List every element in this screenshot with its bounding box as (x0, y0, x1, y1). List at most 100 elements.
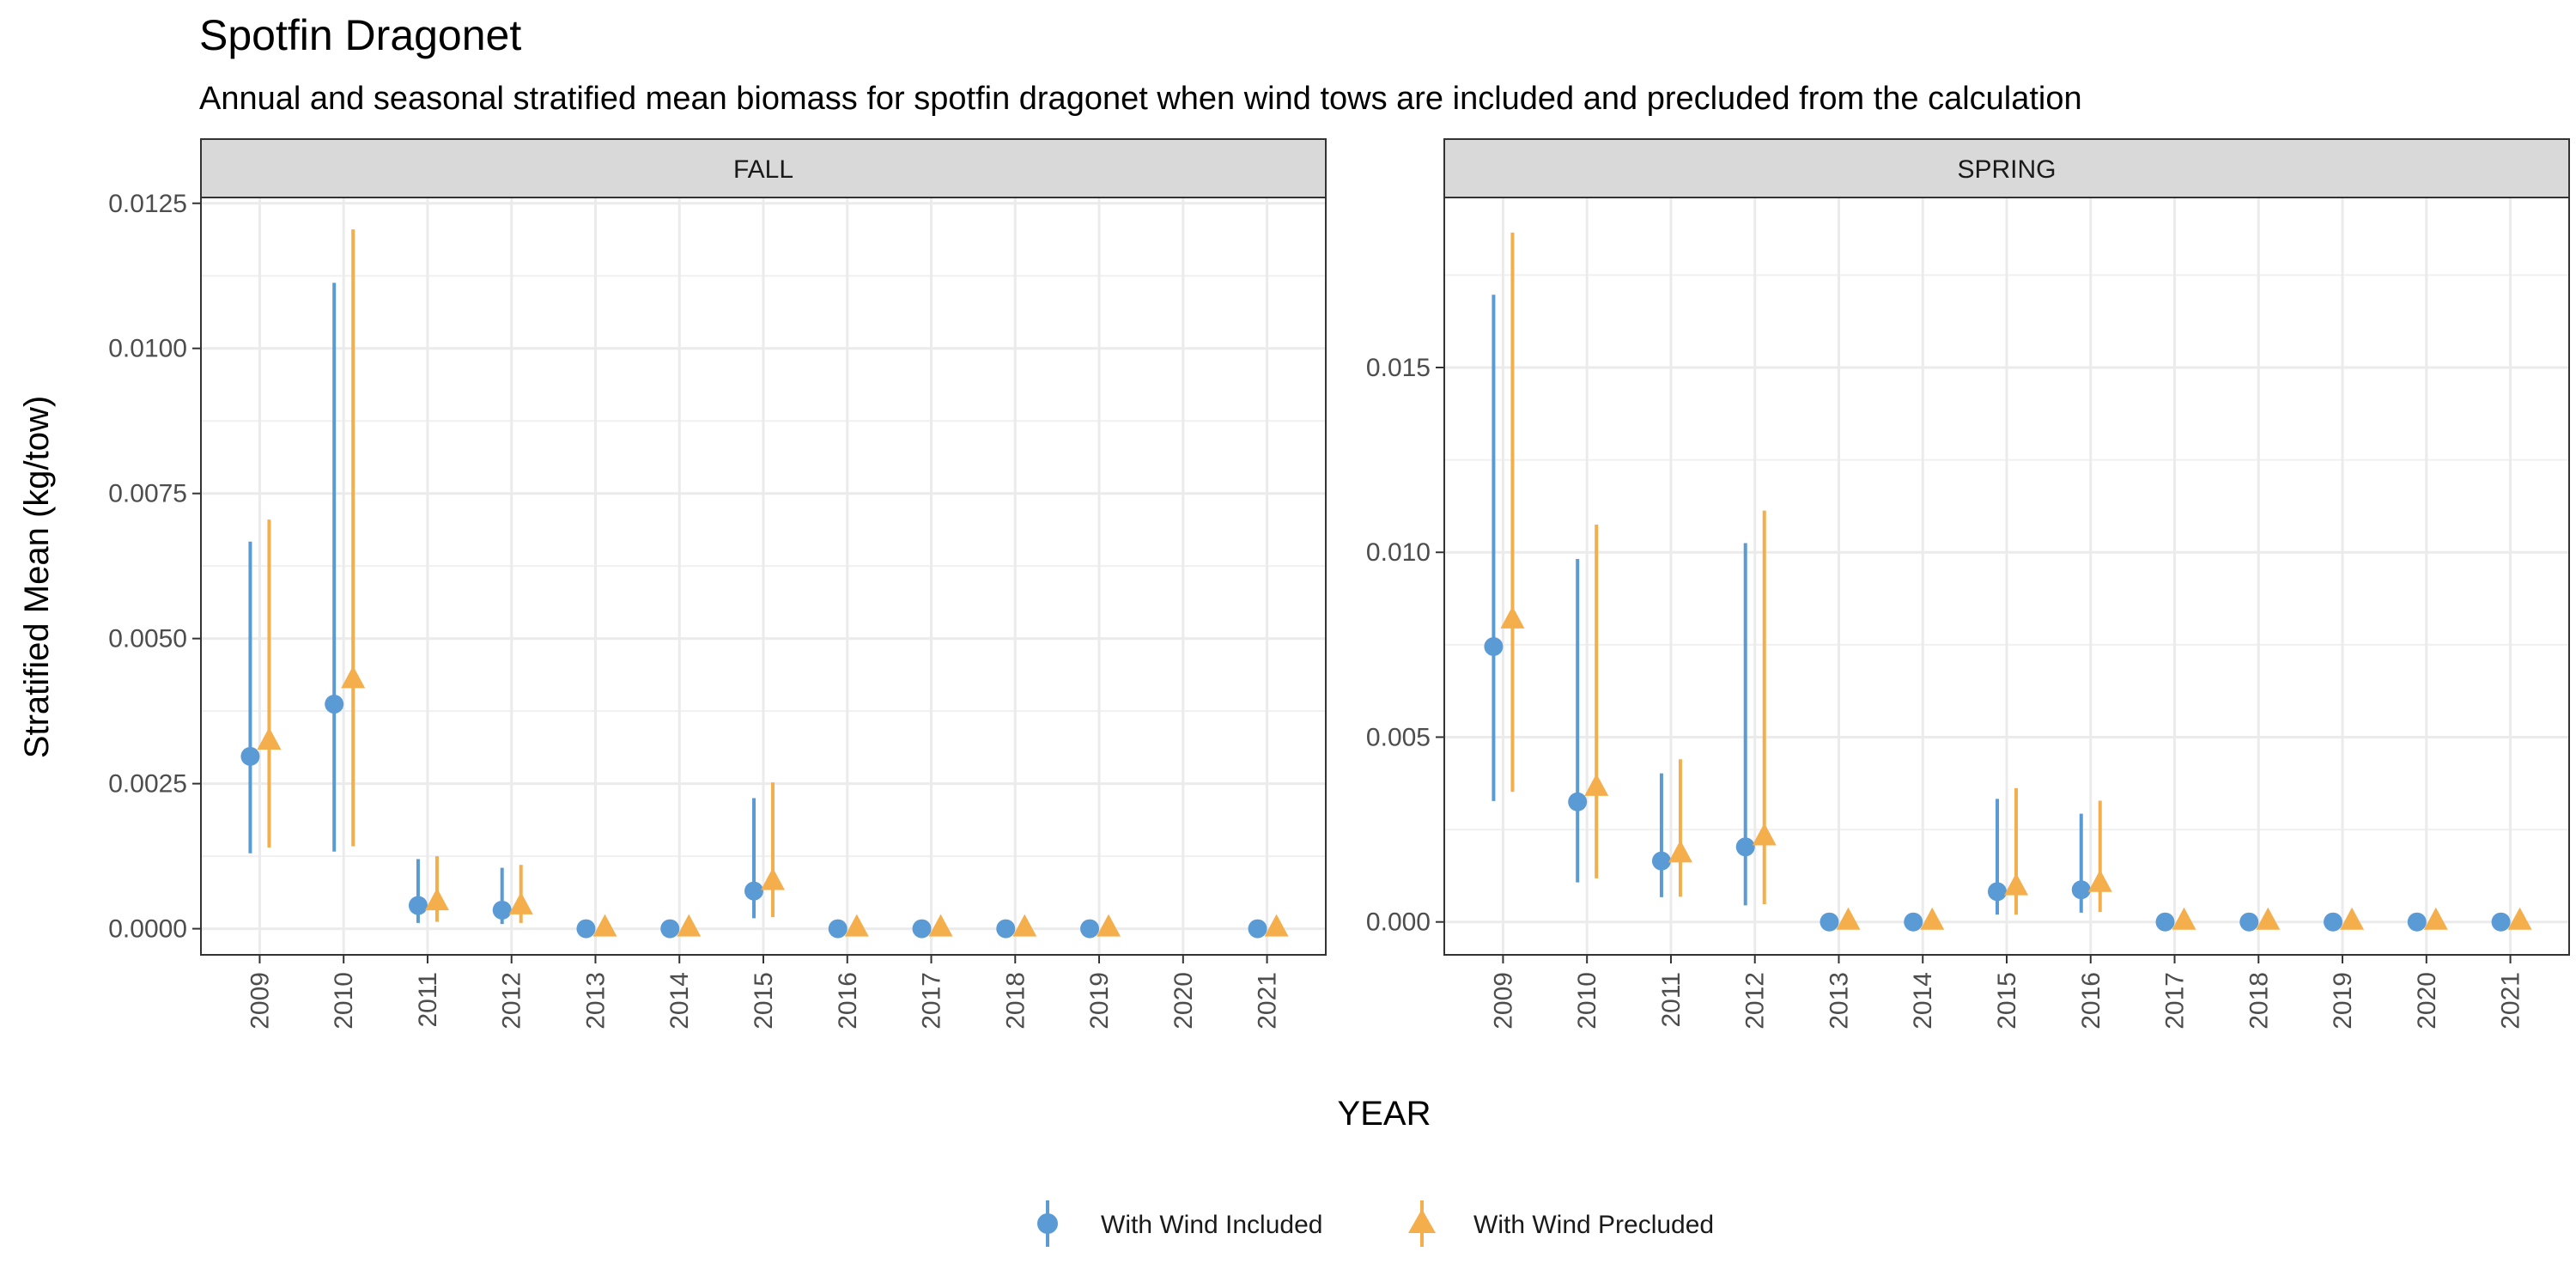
x-tick-label: 2012 (1741, 972, 1770, 1030)
point-included (912, 919, 932, 939)
point-precluded (2423, 907, 2448, 930)
point-precluded (1668, 840, 1692, 863)
x-tick-label: 2020 (1170, 972, 1198, 1030)
point-included (1820, 912, 1839, 932)
x-tick-label: 2014 (1909, 972, 1937, 1030)
x-tick-label: 2018 (2245, 972, 2273, 1030)
legend-precluded-triangle (1408, 1209, 1436, 1233)
x-tick-label: 2019 (1085, 972, 1114, 1030)
point-included (576, 919, 596, 939)
y-tick-label: 0.015 (1366, 354, 1431, 382)
legend-label-included: With Wind Included (1101, 1211, 1322, 1239)
x-tick-label: 2016 (2077, 972, 2105, 1030)
x-axis-title: YEAR (1338, 1095, 1431, 1133)
point-precluded (424, 888, 449, 911)
point-precluded (1836, 907, 1861, 930)
x-tick-label: 2019 (2329, 972, 2357, 1030)
x-tick-label: 2010 (330, 972, 358, 1030)
x-tick-label: 2013 (1825, 972, 1853, 1030)
legend-included-circle (1037, 1213, 1058, 1234)
point-included (1568, 792, 1588, 811)
point-precluded (1752, 823, 1777, 846)
point-precluded (2004, 872, 2028, 896)
y-tick-label: 0.0000 (108, 915, 187, 944)
y-tick-label: 0.0125 (108, 190, 187, 218)
x-tick-label: 2015 (750, 972, 778, 1030)
x-tick-label: 2016 (834, 972, 862, 1030)
x-tick-label: 2017 (2161, 972, 2190, 1030)
point-included (744, 881, 763, 901)
point-included (2071, 880, 2091, 900)
point-precluded (2340, 907, 2365, 930)
x-tick-label: 2012 (498, 972, 526, 1030)
point-precluded (1920, 907, 1945, 930)
x-tick-label: 2021 (1254, 972, 1282, 1030)
y-tick-label: 0.000 (1366, 908, 1431, 937)
x-tick-label: 2009 (246, 972, 274, 1030)
y-tick-label: 0.0075 (108, 480, 187, 508)
x-tick-label: 2011 (1657, 972, 1686, 1028)
x-tick-label: 2010 (1573, 972, 1601, 1030)
chart-title: Spotfin Dragonet (199, 11, 521, 59)
point-included (1904, 912, 1923, 932)
y-tick-label: 0.005 (1366, 723, 1431, 751)
point-included (408, 896, 428, 915)
point-included (1988, 882, 2007, 902)
point-included (1248, 919, 1267, 939)
point-precluded (2087, 869, 2112, 892)
point-precluded (1097, 914, 1121, 937)
point-precluded (761, 867, 785, 890)
point-precluded (2256, 907, 2281, 930)
panel-spring: 0.000 0.005 0.010 0.015 2009 2010 2011 2012 2013… (1366, 138, 2570, 1030)
facet-strip (200, 138, 1327, 198)
point-precluded (508, 891, 533, 914)
x-tick-label: 2015 (1993, 972, 2021, 1030)
x-tick-label: 2011 (414, 972, 442, 1028)
point-included (492, 900, 512, 920)
point-precluded (1584, 773, 1609, 796)
point-included (1080, 919, 1100, 939)
point-included (660, 919, 680, 939)
point-precluded (2507, 907, 2532, 930)
point-included (2324, 912, 2343, 932)
x-tick-label: 2014 (665, 972, 694, 1030)
point-included (1651, 851, 1671, 871)
x-tick-label: 2020 (2413, 972, 2441, 1030)
point-included (1735, 837, 1755, 857)
point-included (2491, 912, 2511, 932)
point-precluded (2172, 907, 2196, 930)
y-tick-label: 0.0025 (108, 770, 187, 799)
y-tick-label: 0.010 (1366, 538, 1431, 567)
facet-strip-label: FALL (733, 155, 793, 184)
facet-strip-label: SPRING (1957, 155, 2056, 184)
legend-label-precluded: With Wind Precluded (1473, 1211, 1714, 1239)
point-precluded (928, 914, 953, 937)
x-tick-label: 2009 (1489, 972, 1517, 1030)
point-included (325, 695, 344, 714)
chart-subtitle: Annual and seasonal stratified mean biom… (199, 81, 2082, 117)
legend: With Wind Included With Wind Precluded (1037, 1200, 1714, 1247)
x-tick-label: 2017 (918, 972, 946, 1030)
y-tick-label: 0.0100 (108, 335, 187, 363)
x-tick-label: 2013 (581, 972, 610, 1030)
point-precluded (1500, 605, 1525, 629)
y-axis-title: Stratified Mean (kg/tow) (18, 396, 56, 758)
legend-key-included (1037, 1200, 1058, 1247)
point-precluded (257, 726, 282, 750)
legend-key-precluded (1408, 1200, 1436, 1247)
point-precluded (592, 914, 617, 937)
point-included (2239, 912, 2259, 932)
point-included (2155, 912, 2175, 932)
panel-fall: 0.0000 0.0025 0.0050 0.0075 0.0100 0.0125 2009… (108, 138, 1327, 1030)
y-tick-label: 0.0050 (108, 625, 187, 653)
x-tick-label: 2021 (2497, 972, 2525, 1030)
point-included (828, 919, 848, 939)
point-precluded (1012, 914, 1037, 937)
point-included (240, 746, 260, 766)
point-precluded (677, 914, 702, 937)
point-precluded (1264, 914, 1289, 937)
point-precluded (844, 914, 869, 937)
point-included (996, 919, 1016, 939)
x-tick-label: 2018 (1001, 972, 1030, 1030)
